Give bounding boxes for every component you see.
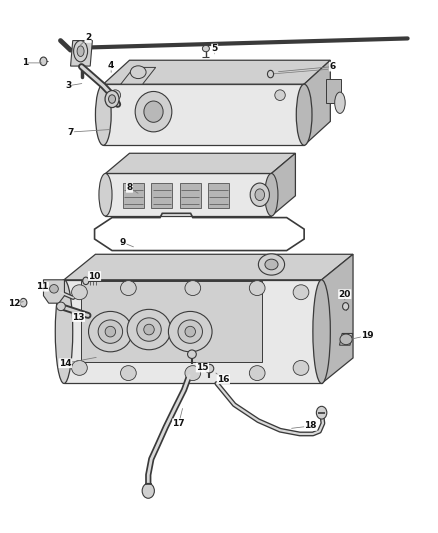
Ellipse shape [98, 320, 123, 343]
Polygon shape [339, 334, 353, 345]
Text: 17: 17 [173, 419, 185, 428]
Ellipse shape [105, 326, 116, 337]
Polygon shape [304, 60, 330, 146]
Text: 16: 16 [217, 375, 230, 384]
Text: 9: 9 [120, 238, 126, 247]
Text: 6: 6 [329, 62, 336, 71]
Ellipse shape [275, 90, 285, 101]
Ellipse shape [110, 90, 120, 101]
Ellipse shape [335, 92, 345, 114]
Ellipse shape [178, 320, 202, 343]
Ellipse shape [71, 360, 87, 375]
Ellipse shape [268, 70, 274, 78]
Ellipse shape [205, 365, 214, 373]
Polygon shape [121, 67, 155, 84]
Text: 19: 19 [361, 331, 374, 340]
Polygon shape [106, 173, 272, 216]
Ellipse shape [316, 406, 327, 419]
Ellipse shape [40, 57, 47, 66]
Ellipse shape [202, 45, 209, 52]
Ellipse shape [340, 334, 352, 345]
Text: 3: 3 [65, 81, 71, 90]
Polygon shape [64, 280, 321, 383]
Ellipse shape [74, 41, 88, 62]
Polygon shape [103, 84, 304, 146]
Polygon shape [106, 154, 295, 173]
Ellipse shape [57, 302, 65, 311]
Ellipse shape [265, 173, 278, 216]
Ellipse shape [296, 84, 312, 146]
Polygon shape [272, 154, 295, 216]
Ellipse shape [293, 360, 309, 375]
Ellipse shape [120, 366, 136, 381]
Ellipse shape [131, 66, 146, 78]
Text: 5: 5 [212, 44, 218, 53]
Polygon shape [321, 254, 353, 383]
Ellipse shape [144, 324, 154, 335]
Polygon shape [43, 280, 64, 303]
Ellipse shape [127, 309, 171, 350]
Ellipse shape [55, 280, 73, 383]
Polygon shape [103, 60, 330, 84]
Ellipse shape [137, 318, 161, 341]
Text: 4: 4 [108, 61, 114, 70]
Ellipse shape [135, 92, 172, 132]
Ellipse shape [255, 189, 265, 200]
Polygon shape [326, 78, 341, 103]
Text: 8: 8 [127, 183, 133, 192]
Ellipse shape [144, 101, 163, 122]
Ellipse shape [88, 311, 132, 352]
Polygon shape [151, 183, 172, 208]
Ellipse shape [185, 326, 195, 337]
Ellipse shape [168, 311, 212, 352]
Polygon shape [64, 254, 353, 280]
Ellipse shape [249, 366, 265, 381]
Polygon shape [71, 41, 92, 66]
Text: 2: 2 [85, 34, 91, 43]
Ellipse shape [105, 91, 119, 108]
Text: 10: 10 [88, 272, 101, 280]
Ellipse shape [20, 298, 27, 307]
Ellipse shape [83, 277, 89, 285]
Text: 12: 12 [7, 299, 20, 308]
Ellipse shape [258, 254, 285, 275]
Ellipse shape [71, 285, 87, 300]
Ellipse shape [249, 281, 265, 295]
Ellipse shape [293, 285, 309, 300]
Ellipse shape [313, 280, 330, 383]
Ellipse shape [265, 259, 278, 270]
Ellipse shape [185, 281, 201, 295]
Ellipse shape [250, 183, 269, 206]
Ellipse shape [142, 483, 154, 498]
Ellipse shape [343, 303, 349, 310]
Ellipse shape [120, 281, 136, 295]
Text: 1: 1 [21, 59, 28, 67]
Text: 15: 15 [196, 363, 208, 372]
Ellipse shape [49, 285, 58, 293]
Ellipse shape [77, 46, 84, 56]
Ellipse shape [109, 95, 116, 103]
Polygon shape [208, 183, 229, 208]
Polygon shape [180, 183, 201, 208]
Text: 14: 14 [59, 359, 72, 368]
Ellipse shape [185, 366, 201, 381]
Ellipse shape [95, 84, 111, 146]
Ellipse shape [187, 350, 196, 359]
Polygon shape [81, 281, 262, 362]
Text: 11: 11 [36, 282, 49, 291]
Text: 18: 18 [304, 422, 317, 431]
Ellipse shape [99, 173, 112, 216]
Text: 20: 20 [339, 289, 351, 298]
Polygon shape [123, 183, 144, 208]
Text: 7: 7 [67, 127, 74, 136]
Text: 13: 13 [72, 312, 85, 321]
